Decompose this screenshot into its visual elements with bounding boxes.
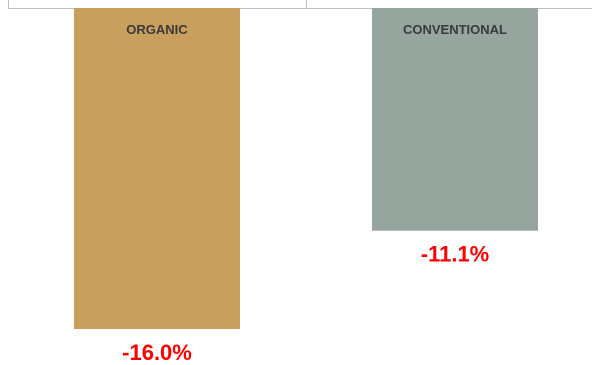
value-label-conventional: -11.1%: [421, 242, 490, 267]
category-label-conventional: CONVENTIONAL: [403, 22, 507, 37]
bar-conventional: [372, 8, 538, 231]
category-label-organic: ORGANIC: [126, 22, 188, 37]
value-label-organic: -16.0%: [122, 340, 192, 365]
bar-organic: [74, 8, 240, 329]
